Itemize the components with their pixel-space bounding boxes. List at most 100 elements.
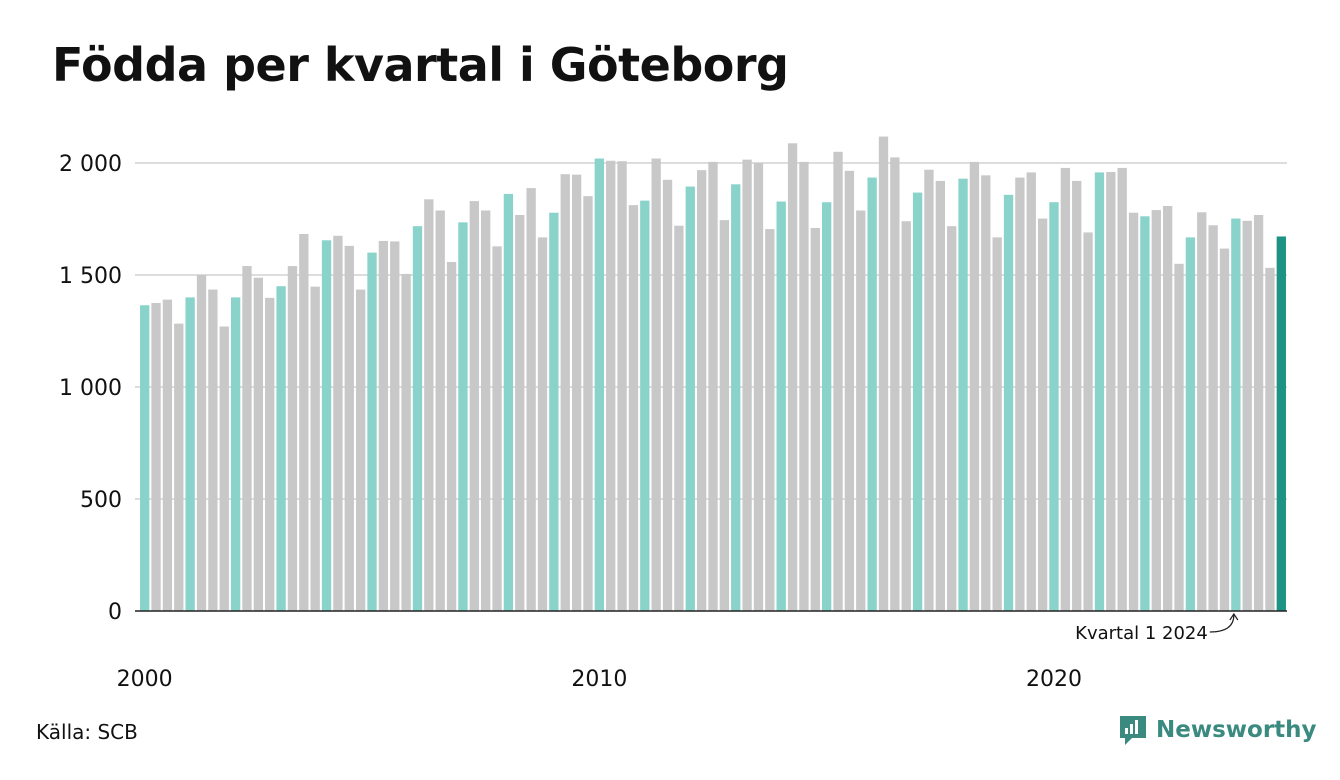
bar [1037, 218, 1048, 611]
bar [935, 180, 945, 612]
bar [344, 245, 354, 611]
bar [708, 161, 718, 611]
bar [969, 161, 980, 611]
bar [140, 305, 150, 611]
chart-title: Födda per kvartal i Göteborg [52, 38, 789, 92]
bar [265, 297, 275, 611]
bar [924, 169, 934, 611]
bar [1140, 216, 1150, 611]
bar [1197, 212, 1207, 611]
bar [503, 193, 514, 612]
bar [856, 210, 866, 611]
bar [1072, 180, 1082, 612]
bar [1015, 177, 1025, 611]
bars [140, 136, 1286, 612]
bar [1231, 218, 1241, 611]
bar [1060, 167, 1071, 612]
bar [878, 136, 889, 611]
bar [1083, 232, 1093, 611]
bar [606, 160, 616, 611]
bar [822, 202, 832, 611]
bar [1128, 212, 1139, 611]
newsworthy-logo-icon [1120, 716, 1146, 745]
bar [242, 266, 252, 611]
y-tick-label: 500 [80, 488, 122, 513]
bar [537, 237, 548, 612]
bar [230, 297, 241, 611]
bar [901, 221, 911, 612]
bar [310, 286, 320, 611]
bar [947, 226, 957, 611]
bar [583, 196, 593, 612]
bar [1003, 194, 1014, 612]
bar [1276, 236, 1286, 612]
bar [276, 286, 286, 611]
y-axis-ticks: 0 500 1 000 1 500 2 000 [59, 152, 122, 625]
bar-chart: 0 500 1 000 1 500 2 000 2000 2010 2020 Kvartal… [59, 136, 1287, 692]
bar [1106, 171, 1116, 611]
bar [515, 214, 525, 611]
bar [299, 234, 309, 611]
bar [446, 262, 457, 611]
bar [435, 210, 445, 611]
y-tick-label: 1 000 [59, 376, 122, 401]
bar [481, 210, 491, 611]
bar [1026, 172, 1036, 611]
x-tick-label: 2020 [1026, 667, 1082, 692]
bar [628, 205, 639, 611]
y-tick-label: 1 500 [59, 264, 122, 289]
x-tick-label: 2000 [117, 667, 173, 692]
bar [1242, 220, 1252, 612]
bar [401, 273, 411, 611]
bar [162, 299, 173, 611]
bar [1151, 210, 1161, 612]
bar [378, 240, 389, 611]
bar [253, 277, 264, 611]
bar [185, 297, 195, 611]
bar [685, 186, 695, 611]
bar [594, 158, 604, 611]
bar [867, 177, 877, 611]
bar [810, 227, 820, 611]
newsworthy-logo[interactable]: Newsworthy [1118, 714, 1317, 746]
y-tick-label: 2 000 [59, 152, 122, 177]
bar [912, 192, 923, 611]
bar [412, 226, 423, 611]
x-axis-ticks: 2000 2010 2020 [117, 667, 1082, 692]
bar [981, 175, 991, 611]
bar [469, 201, 479, 611]
bar [526, 188, 536, 611]
bar [571, 174, 582, 611]
bar [1094, 172, 1105, 611]
bar [333, 235, 343, 612]
bar [674, 225, 684, 611]
bar [696, 170, 707, 611]
bar [719, 220, 730, 611]
bar [844, 170, 855, 611]
bar [1253, 214, 1264, 611]
x-tick-label: 2010 [571, 667, 627, 692]
bar [753, 163, 764, 611]
bar [1162, 206, 1173, 611]
bar [787, 143, 798, 611]
bar [1185, 237, 1196, 612]
annotation: Kvartal 1 2024 [1075, 612, 1239, 644]
bar [458, 222, 468, 612]
bar [1265, 267, 1275, 611]
bar [367, 252, 377, 611]
bar [196, 275, 207, 611]
bar [549, 212, 559, 611]
bar [958, 178, 968, 611]
bar [219, 326, 229, 611]
bar [492, 246, 502, 611]
bar [776, 201, 786, 611]
source-label: Källa: SCB [36, 720, 138, 744]
annotation-arrow [1209, 612, 1239, 633]
bar [992, 237, 1002, 612]
bar [617, 161, 627, 611]
bar [424, 199, 434, 611]
newsworthy-logo-text: Newsworthy [1156, 717, 1317, 743]
bar [208, 289, 218, 611]
bar [799, 161, 809, 611]
bar [651, 158, 661, 611]
